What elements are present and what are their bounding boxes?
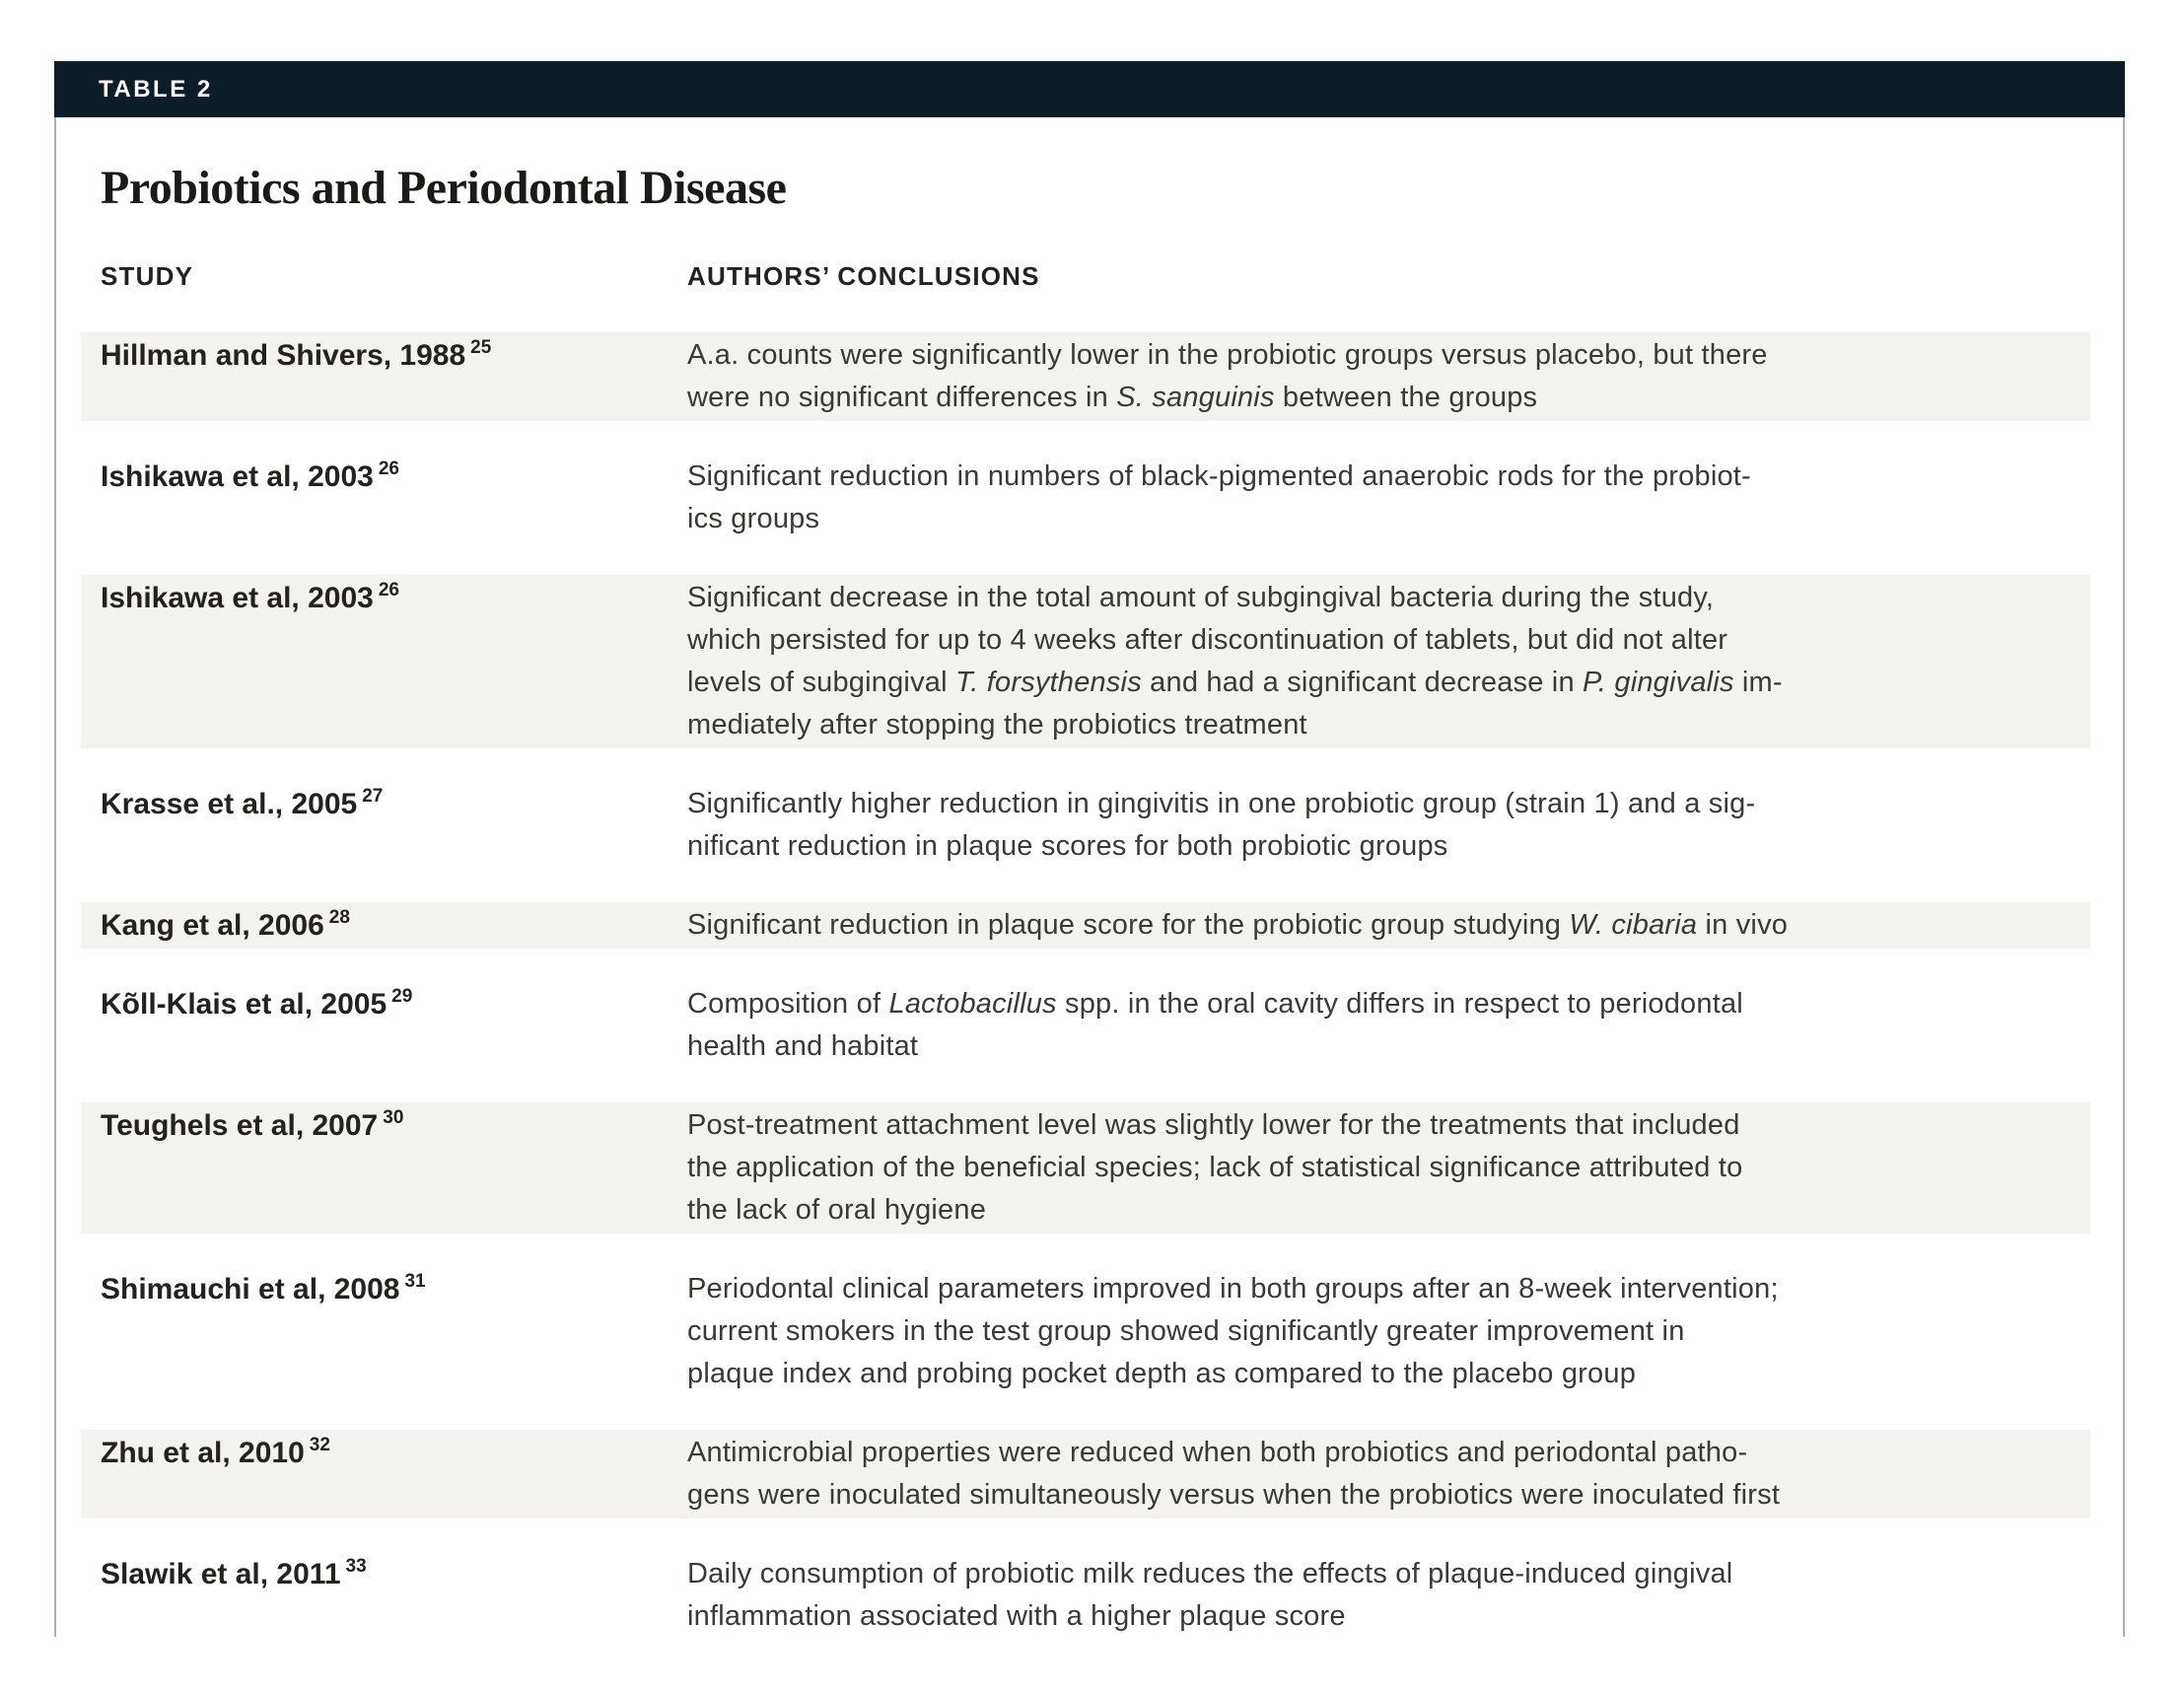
conclusion-text: spp. in the oral cavity differs in respe… — [687, 988, 1743, 1062]
study-cell: Zhu et al, 2010 32 — [81, 1432, 687, 1517]
study-name: Kang et al, 2006 — [101, 909, 324, 942]
conclusion-cell: Daily consumption of probiotic milk redu… — [687, 1553, 2090, 1637]
reference-superscript: 27 — [362, 786, 384, 808]
table-row: Hillman and Shivers, 1988 25 A.a. counts w… — [81, 332, 2090, 421]
species-name-italic: P. gingivalis — [1583, 667, 1734, 698]
conclusion-text: and had a significant decrease in — [1141, 667, 1584, 698]
conclusion-text: Antimicrobial properties were reduced wh… — [687, 1437, 1781, 1511]
table-number-bar: TABLE 2 — [54, 61, 2125, 117]
conclusion-text: Significant reduction in numbers of blac… — [687, 460, 1751, 534]
conclusion-cell: Significant reduction in numbers of blac… — [687, 456, 2090, 540]
table-row: Kang et al, 2006 28 Significant reduction … — [81, 902, 2090, 949]
study-name: Teughels et al, 2007 — [101, 1109, 379, 1142]
table-row: Slawik et al, 2011 33 Daily consumption of… — [81, 1551, 2090, 1637]
conclusion-cell: Antimicrobial properties were reduced wh… — [687, 1432, 2090, 1517]
conclusion-text: im- mediately after stopping the probiot… — [687, 667, 1783, 741]
table-row: Zhu et al, 2010 32 Antimicrobial propertie… — [81, 1430, 2090, 1518]
conclusion-text: Post-treatment attachment level was slig… — [687, 1109, 1743, 1226]
table-row: Shimauchi et al, 2008 31 Periodontal clini… — [81, 1266, 2090, 1397]
table-card: TABLE 2 Probiotics and Periodontal Disea… — [54, 61, 2125, 1637]
table-rows: Hillman and Shivers, 1988 25 A.a. counts w… — [56, 332, 2123, 1637]
study-cell: Hillman and Shivers, 1988 25 — [81, 334, 687, 419]
table-row: Kõll-Klais et al, 2005 29 Composition of L… — [81, 981, 2090, 1070]
study-name: Shimauchi et al, 2008 — [101, 1273, 400, 1306]
table-title: Probiotics and Periodontal Disease — [101, 162, 787, 214]
table-row: Krasse et al., 2005 27 Significantly highe… — [81, 781, 2090, 870]
species-name-italic: S. sanguinis — [1116, 382, 1275, 413]
conclusion-cell: A.a. counts were significantly lower in … — [687, 334, 2090, 419]
conclusion-text: Composition of — [687, 988, 889, 1020]
conclusion-cell: Composition of Lactobacillus spp. in the… — [687, 983, 2090, 1068]
column-headers: STUDY AUTHORS’ CONCLUSIONS — [81, 261, 2090, 291]
reference-superscript: 28 — [328, 907, 350, 929]
conclusion-cell: Post-treatment attachment level was slig… — [687, 1104, 2090, 1232]
study-name: Ishikawa et al, 2003 — [101, 460, 374, 493]
study-cell: Ishikawa et al, 2003 26 — [81, 577, 687, 746]
study-name: Zhu et al, 2010 — [101, 1437, 305, 1469]
conclusion-cell: Periodontal clinical parameters improved… — [687, 1268, 2090, 1395]
species-name-italic: T. forsythensis — [955, 667, 1142, 698]
reference-superscript: 26 — [378, 459, 399, 480]
conclusion-text: Significantly higher reduction in gingiv… — [687, 788, 1756, 862]
reference-superscript: 32 — [309, 1435, 330, 1456]
reference-superscript: 29 — [391, 986, 413, 1008]
study-cell: Ishikawa et al, 2003 26 — [81, 456, 687, 540]
conclusion-text: Significant decrease in the total amount… — [687, 582, 1728, 698]
study-name: Kõll-Klais et al, 2005 — [101, 988, 387, 1021]
study-cell: Shimauchi et al, 2008 31 — [81, 1268, 687, 1395]
reference-superscript: 30 — [383, 1107, 404, 1129]
reference-superscript: 25 — [470, 337, 492, 359]
study-cell: Krasse et al., 2005 27 — [81, 783, 687, 868]
reference-superscript: 31 — [404, 1271, 426, 1293]
conclusion-cell: Significantly higher reduction in gingiv… — [687, 783, 2090, 868]
table-content-box: Probiotics and Periodontal Disease STUDY… — [54, 117, 2125, 1637]
column-header-conclusions: AUTHORS’ CONCLUSIONS — [687, 261, 1040, 291]
column-header-study: STUDY — [101, 261, 194, 291]
study-cell: Slawik et al, 2011 33 — [81, 1553, 687, 1637]
table-row: Teughels et al, 2007 30 Post-treatment att… — [81, 1102, 2090, 1234]
conclusion-cell: Significant reduction in plaque score fo… — [687, 904, 2090, 947]
conclusion-cell: Significant decrease in the total amount… — [687, 577, 2090, 746]
conclusion-text: A.a. counts were significantly lower in … — [687, 339, 1768, 413]
study-cell: Kõll-Klais et al, 2005 29 — [81, 983, 687, 1068]
species-name-italic: W. cibaria — [1569, 909, 1698, 941]
table-row: Ishikawa et al, 2003 26 Significant reduct… — [81, 454, 2090, 542]
study-name: Ishikawa et al, 2003 — [101, 582, 374, 614]
species-name-italic: Lactobacillus — [888, 988, 1057, 1020]
conclusion-text: in vivo — [1697, 909, 1789, 941]
study-name: Hillman and Shivers, 1988 — [101, 339, 466, 372]
conclusion-text: between the groups — [1274, 382, 1538, 413]
study-cell: Kang et al, 2006 28 — [81, 904, 687, 947]
reference-superscript: 33 — [345, 1556, 367, 1578]
conclusion-text: Significant reduction in plaque score fo… — [687, 909, 1570, 941]
study-cell: Teughels et al, 2007 30 — [81, 1104, 687, 1232]
table-number-label: TABLE 2 — [99, 75, 213, 103]
reference-superscript: 26 — [378, 580, 399, 601]
conclusion-text: Periodontal clinical parameters improved… — [687, 1273, 1779, 1389]
conclusion-text: Daily consumption of probiotic milk redu… — [687, 1558, 1733, 1632]
table-row: Ishikawa et al, 2003 26 Significant decrea… — [81, 575, 2090, 748]
study-name: Krasse et al., 2005 — [101, 788, 358, 820]
study-name: Slawik et al, 2011 — [101, 1558, 341, 1590]
